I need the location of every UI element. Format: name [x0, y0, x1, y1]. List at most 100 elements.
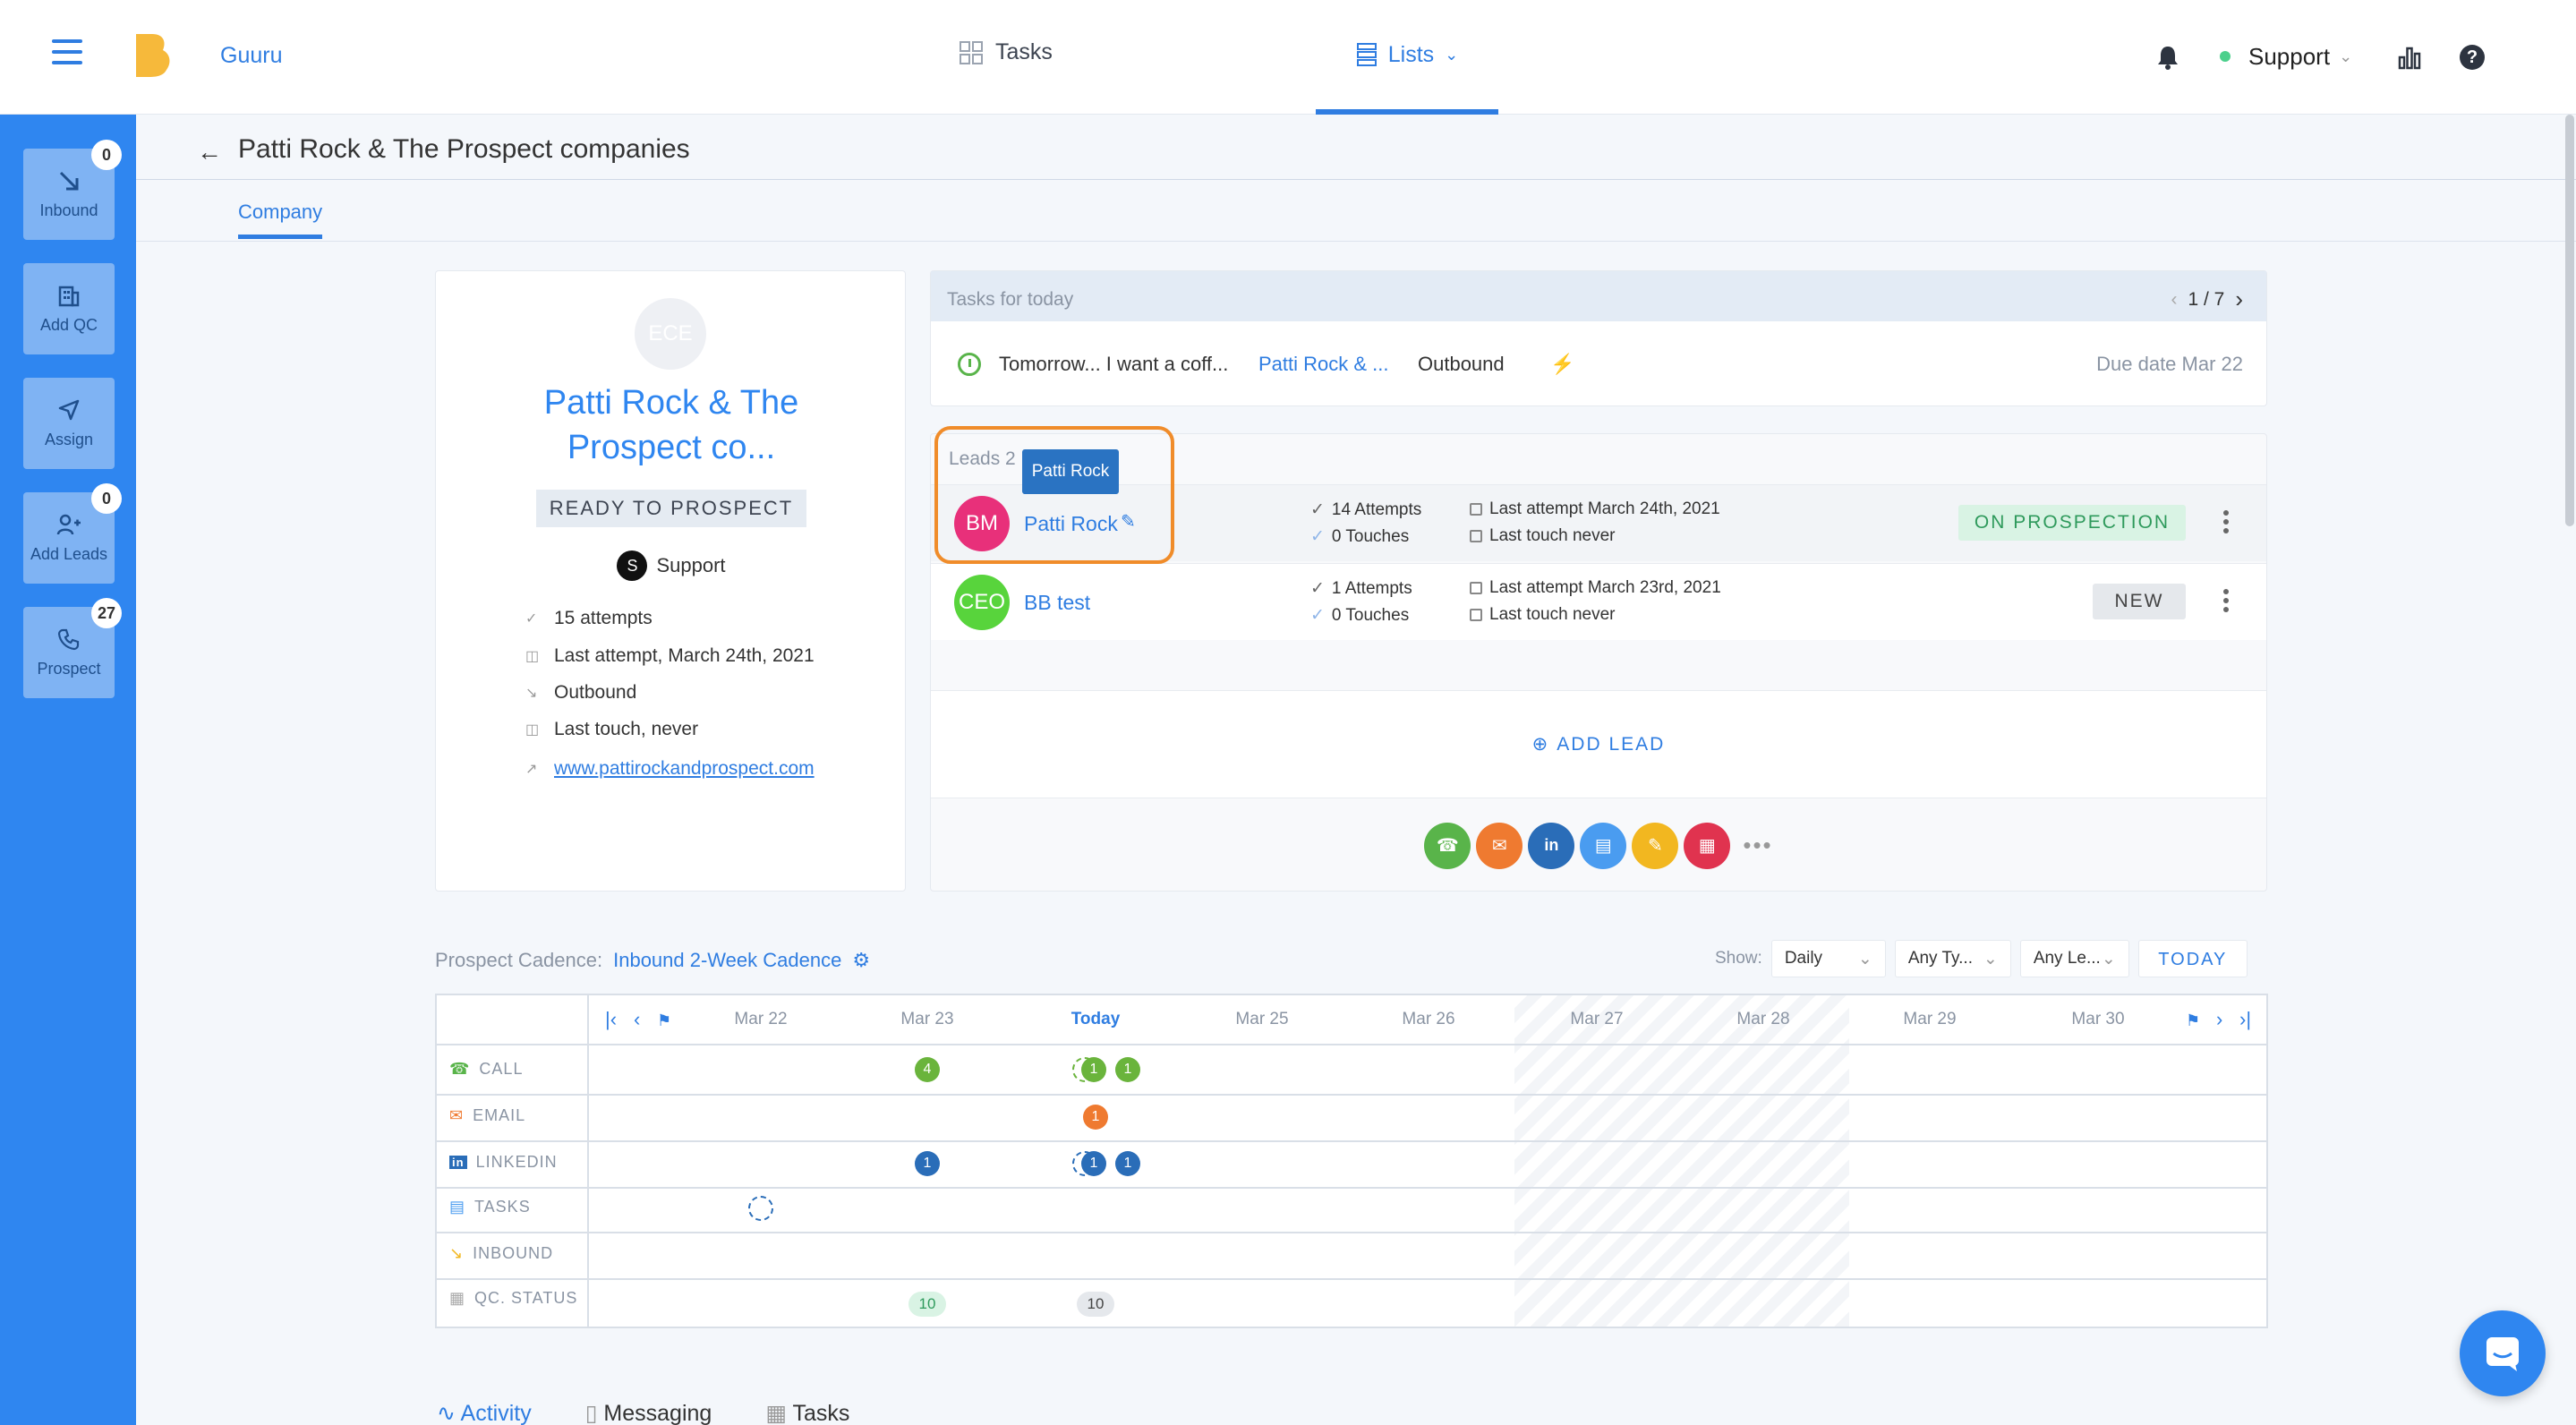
lead-last-attempt: Last attempt March 23rd, 2021 [1470, 578, 1721, 598]
leads-title: Leads 2 [949, 448, 1016, 469]
external-link-icon: ↗ [525, 762, 538, 777]
sidebar-item-prospect[interactable]: Prospect 27 [23, 598, 122, 698]
date-header: Mar 30 [2071, 1010, 2125, 1028]
add-lead-button[interactable]: ⊕ ADD LEAD [931, 690, 2266, 798]
cadence-marker[interactable]: 1 [1083, 1105, 1108, 1130]
tab-messaging[interactable]: ▯ Messaging [585, 1400, 712, 1425]
tasks-today-header: Tasks for today ‹ 1 / 7 › [931, 271, 2266, 321]
row-label-text: EMAIL [473, 1106, 526, 1124]
sidebar-item-label: Inbound [39, 201, 98, 219]
flag-icon[interactable]: ⚑ [657, 1011, 672, 1029]
tab-tasks[interactable]: ▦ Tasks [765, 1400, 849, 1425]
add-lead-label: ADD LEAD [1557, 733, 1666, 755]
company-name[interactable]: Patti Rock & The Prospect co... [472, 380, 871, 470]
task-title: Tomorrow... I want a coff... [999, 353, 1229, 375]
brand-name[interactable]: Guuru [220, 43, 283, 68]
status-badge[interactable]: READY TO PROSPECT [536, 490, 806, 527]
sidebar-item-label: Prospect [37, 659, 101, 678]
pencil-icon[interactable]: ✎ [1121, 512, 1136, 532]
info-text: Last attempt, March 24th, 2021 [554, 645, 815, 666]
tab-company[interactable]: Company [238, 201, 323, 239]
bar-chart-icon[interactable] [2397, 45, 2422, 70]
owner-avatar: S [617, 550, 648, 581]
chevron-right-icon[interactable]: › [2235, 286, 2243, 312]
help-icon[interactable]: ? [2460, 45, 2485, 70]
cadence-marker[interactable]: 1 [1081, 1057, 1106, 1082]
date-header: Mar 25 [1235, 1010, 1289, 1028]
more-vertical-icon[interactable] [2223, 510, 2229, 537]
qc-status-marker[interactable]: 10 [1077, 1292, 1114, 1317]
lead-stat-text: 14 Attempts [1331, 499, 1422, 519]
task-company-link[interactable]: Patti Rock & ... [1258, 353, 1389, 375]
chevron-left-icon[interactable]: ‹ [634, 1008, 641, 1030]
chat-button[interactable] [2460, 1310, 2546, 1396]
lead-name-link[interactable]: BB test [1024, 591, 1091, 614]
last-page-icon[interactable]: ›| [2239, 1008, 2252, 1030]
lead-stat-text: Last attempt March 24th, 2021 [1489, 499, 1720, 518]
gear-icon[interactable]: ⚙ [852, 949, 871, 971]
lead-row[interactable]: CEO BB test ✓ 1 Attempts ✓ 0 Touches Last … [931, 563, 2266, 640]
sidebar-item-inbound[interactable]: Inbound 0 [23, 140, 122, 240]
user-menu-label: Support [2248, 43, 2331, 70]
qc-status-marker[interactable]: 10 [908, 1292, 946, 1317]
note-icon[interactable]: ✎ [1632, 822, 1679, 869]
task-row[interactable]: Tomorrow... I want a coff... Patti Rock … [931, 321, 2266, 407]
row-label-text: TASKS [474, 1198, 531, 1216]
type-dropdown[interactable]: Any Ty... ⌄ [1894, 940, 2011, 977]
row-label-text: CALL [479, 1060, 524, 1078]
cadence-marker[interactable]: 4 [915, 1057, 940, 1082]
lead-status-badge[interactable]: ON PROSPECTION [1958, 505, 2186, 541]
nav-tasks[interactable]: Tasks [960, 39, 1053, 65]
scrollbar[interactable] [2565, 115, 2574, 526]
menu-icon[interactable] [52, 39, 82, 75]
lead-status-badge[interactable]: NEW [2093, 584, 2186, 619]
cadence-link[interactable]: Inbound 2-Week Cadence [613, 949, 842, 971]
lead-name-link[interactable]: Patti Rock [1024, 512, 1118, 535]
cadence-marker-pending[interactable] [748, 1196, 773, 1221]
sidebar-item-add-leads[interactable]: Add Leads 0 [23, 483, 122, 584]
lead-dropdown[interactable]: Any Le... ⌄ [2019, 940, 2129, 977]
more-horizontal-icon[interactable]: ••• [1743, 832, 1773, 858]
website-link[interactable]: www.pattirockandprospect.com [554, 758, 815, 779]
cadence-marker[interactable]: 1 [1115, 1057, 1140, 1082]
tasks-pager: ‹ 1 / 7 › [2171, 286, 2243, 313]
row-label-call: ☎ CALL [449, 1060, 523, 1079]
tasks-today-panel: Tasks for today ‹ 1 / 7 › Tomorrow... I … [930, 270, 2267, 406]
sidebar-item-label: Add QC [39, 315, 98, 334]
cadence-marker[interactable]: 1 [1115, 1151, 1140, 1176]
calendar-icon[interactable]: ▦ [1684, 822, 1731, 869]
row-label-text: INBOUND [473, 1244, 554, 1262]
first-page-icon[interactable]: |‹ [605, 1008, 618, 1030]
mail-icon[interactable]: ✉ [1476, 822, 1523, 869]
chevron-right-icon[interactable]: › [2216, 1008, 2223, 1030]
lead-row[interactable]: BM Patti Rock ✎ ✓ 14 Attempts ✓ 0 Touches … [931, 484, 2266, 561]
cadence-marker[interactable]: 1 [915, 1151, 940, 1176]
flag-icon[interactable]: ⚑ [2186, 1011, 2201, 1029]
company-name-line: Prospect co... [567, 429, 776, 466]
linkedin-icon[interactable]: in [1528, 822, 1575, 869]
clock-icon [958, 353, 981, 376]
frequency-dropdown[interactable]: Daily ⌄ [1770, 940, 1886, 977]
back-arrow-icon[interactable]: ← [197, 138, 222, 166]
sidebar-item-assign[interactable]: Assign [23, 378, 115, 469]
sidebar-item-label: Add Leads [30, 544, 108, 563]
task-icon[interactable]: ▤ [1580, 822, 1627, 869]
tab-activity[interactable]: ∿ Activity [437, 1400, 532, 1425]
more-vertical-icon[interactable] [2223, 589, 2229, 616]
company-owner: S Support [436, 550, 907, 581]
date-header: Mar 23 [900, 1010, 954, 1028]
chevron-down-icon: ⌄ [1983, 949, 1998, 968]
bell-icon[interactable] [2155, 45, 2180, 70]
phone-icon[interactable]: ☎ [1424, 822, 1471, 869]
lead-stat-text: 1 Attempts [1331, 578, 1412, 598]
check-icon: ✓ [1310, 579, 1325, 598]
cadence-marker[interactable]: 1 [1081, 1151, 1106, 1176]
info-website: ↗ www.pattirockandprospect.com [525, 758, 815, 780]
check-icon: ✓ [525, 611, 538, 627]
sidebar: Inbound 0 Add QC Assign Add Leads 0 Pros… [0, 115, 136, 1425]
chevron-left-icon[interactable]: ‹ [2171, 288, 2178, 310]
sidebar-item-add-qc[interactable]: Add QC [23, 263, 115, 354]
user-menu[interactable]: Support ⌄ [2248, 43, 2352, 71]
nav-lists[interactable]: Lists ⌄ [1316, 0, 1498, 115]
today-button[interactable]: TODAY [2137, 940, 2248, 977]
